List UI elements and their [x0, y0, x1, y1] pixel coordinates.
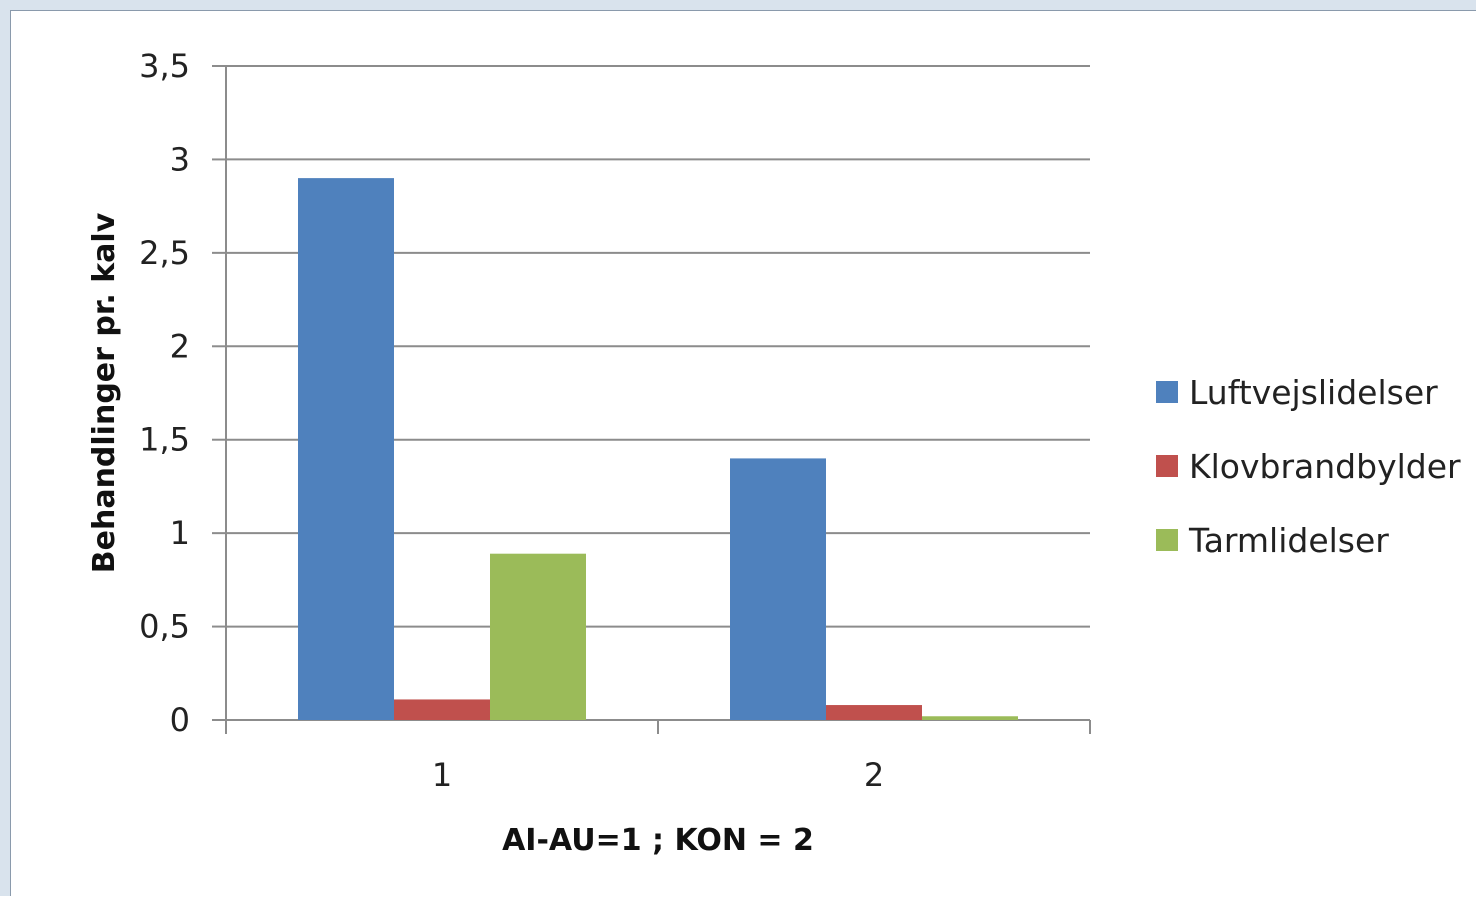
- y-tick-label: 0: [170, 701, 190, 739]
- legend-swatch-luftvejslidelser: [1156, 381, 1178, 403]
- bar-tarmlidelser-1: [490, 553, 586, 720]
- bars: [298, 178, 1018, 721]
- y-tick-label: 2,5: [139, 234, 190, 272]
- legend-label: Tarmlidelser: [1188, 521, 1389, 560]
- y-tick-label: 3: [170, 140, 190, 178]
- y-tick-label: 1: [170, 514, 190, 552]
- bar-klovbrandbylder-1: [394, 699, 490, 720]
- x-tick-label: 1: [432, 756, 452, 794]
- y-tick-label: 1,5: [139, 421, 190, 459]
- bar-tarmlidelser-2: [922, 716, 1018, 720]
- y-tick-label: 3,5: [139, 47, 190, 85]
- bar-luftvejslidelser-1: [298, 178, 394, 721]
- y-tick-label: 0,5: [139, 608, 190, 646]
- x-axis-title: AI-AU=1 ; KON = 2: [502, 823, 814, 858]
- legend-label: Luftvejslidelser: [1189, 373, 1438, 412]
- bar-klovbrandbylder-2: [826, 705, 922, 720]
- x-tick-label: 2: [864, 756, 884, 794]
- legend: Luftvejslidelser Klovbrandbylder Tarmlidel…: [1156, 373, 1461, 560]
- legend-swatch-tarmlidelser: [1156, 529, 1178, 551]
- legend-label: Klovbrandbylder: [1189, 447, 1461, 486]
- y-axis-title: Behandlinger pr. kalv: [87, 212, 122, 573]
- legend-swatch-klovbrandbylder: [1156, 455, 1178, 477]
- bar-luftvejslidelser-2: [730, 458, 826, 720]
- y-tick-label: 2: [170, 327, 190, 365]
- y-tick-labels: 0 0,5 1 1,5 2 2,5 3 3,5: [139, 47, 190, 739]
